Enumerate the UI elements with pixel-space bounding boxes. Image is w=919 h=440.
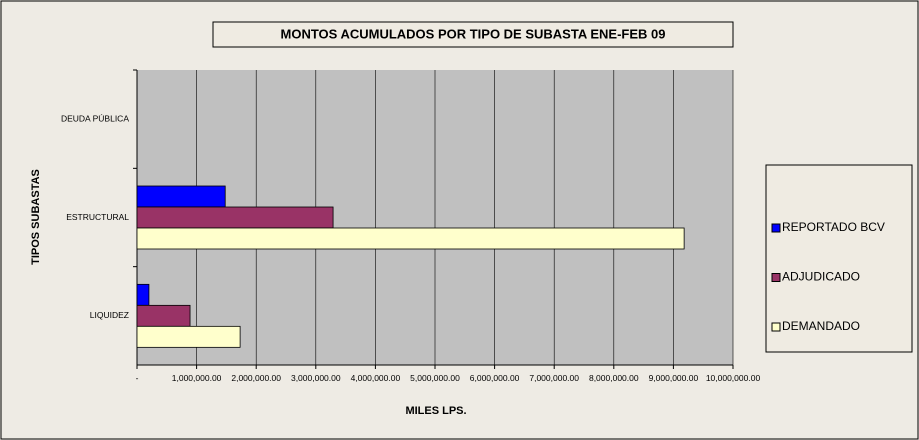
- y-tick-label: DEUDA PÚBLICA: [61, 113, 129, 123]
- bar: [136, 185, 226, 208]
- x-tick-label: 4,000,000.00: [350, 373, 401, 383]
- x-tick-label: 8,000,000.00: [588, 373, 639, 383]
- legend-swatch: [771, 223, 781, 233]
- bar: [136, 325, 241, 348]
- legend-label: DEMANDADO: [782, 319, 860, 333]
- x-tick-label: 2,000,000.00: [231, 373, 281, 383]
- bar: [136, 304, 191, 327]
- bar: [136, 206, 334, 229]
- x-tick-label: 6,000,000.00: [469, 373, 520, 383]
- y-tick-label: LIQUIDEZ: [90, 310, 129, 320]
- x-tick-label: 1,000,000.00: [171, 373, 222, 383]
- chart-title: MONTOS ACUMULADOS POR TIPO DE SUBASTA EN…: [281, 26, 666, 41]
- y-axis-title: TIPOS SUBASTAS: [30, 169, 42, 265]
- bar: [136, 227, 685, 250]
- legend-swatch: [771, 273, 781, 282]
- x-tick-label: 9,000,000.00: [648, 373, 699, 383]
- x-tick-label: 3,000,000.00: [290, 373, 341, 383]
- x-tick-label: 5,000,000.00: [410, 373, 460, 383]
- legend-swatch: [771, 322, 781, 332]
- legend-label: REPORTADO BCV: [782, 220, 885, 234]
- bar: [136, 283, 150, 306]
- title-box: [212, 21, 734, 48]
- x-tick-label: -: [135, 373, 139, 383]
- x-tick-label: 10,000,000.00: [705, 373, 761, 383]
- y-tick-label: ESTRUCTURAL: [66, 212, 129, 222]
- x-axis-title: MILES LPS.: [405, 405, 466, 417]
- legend-box: [765, 164, 913, 353]
- legend-label: ADJUDICADO: [782, 270, 860, 284]
- x-tick-label: 7,000,000.00: [529, 373, 579, 383]
